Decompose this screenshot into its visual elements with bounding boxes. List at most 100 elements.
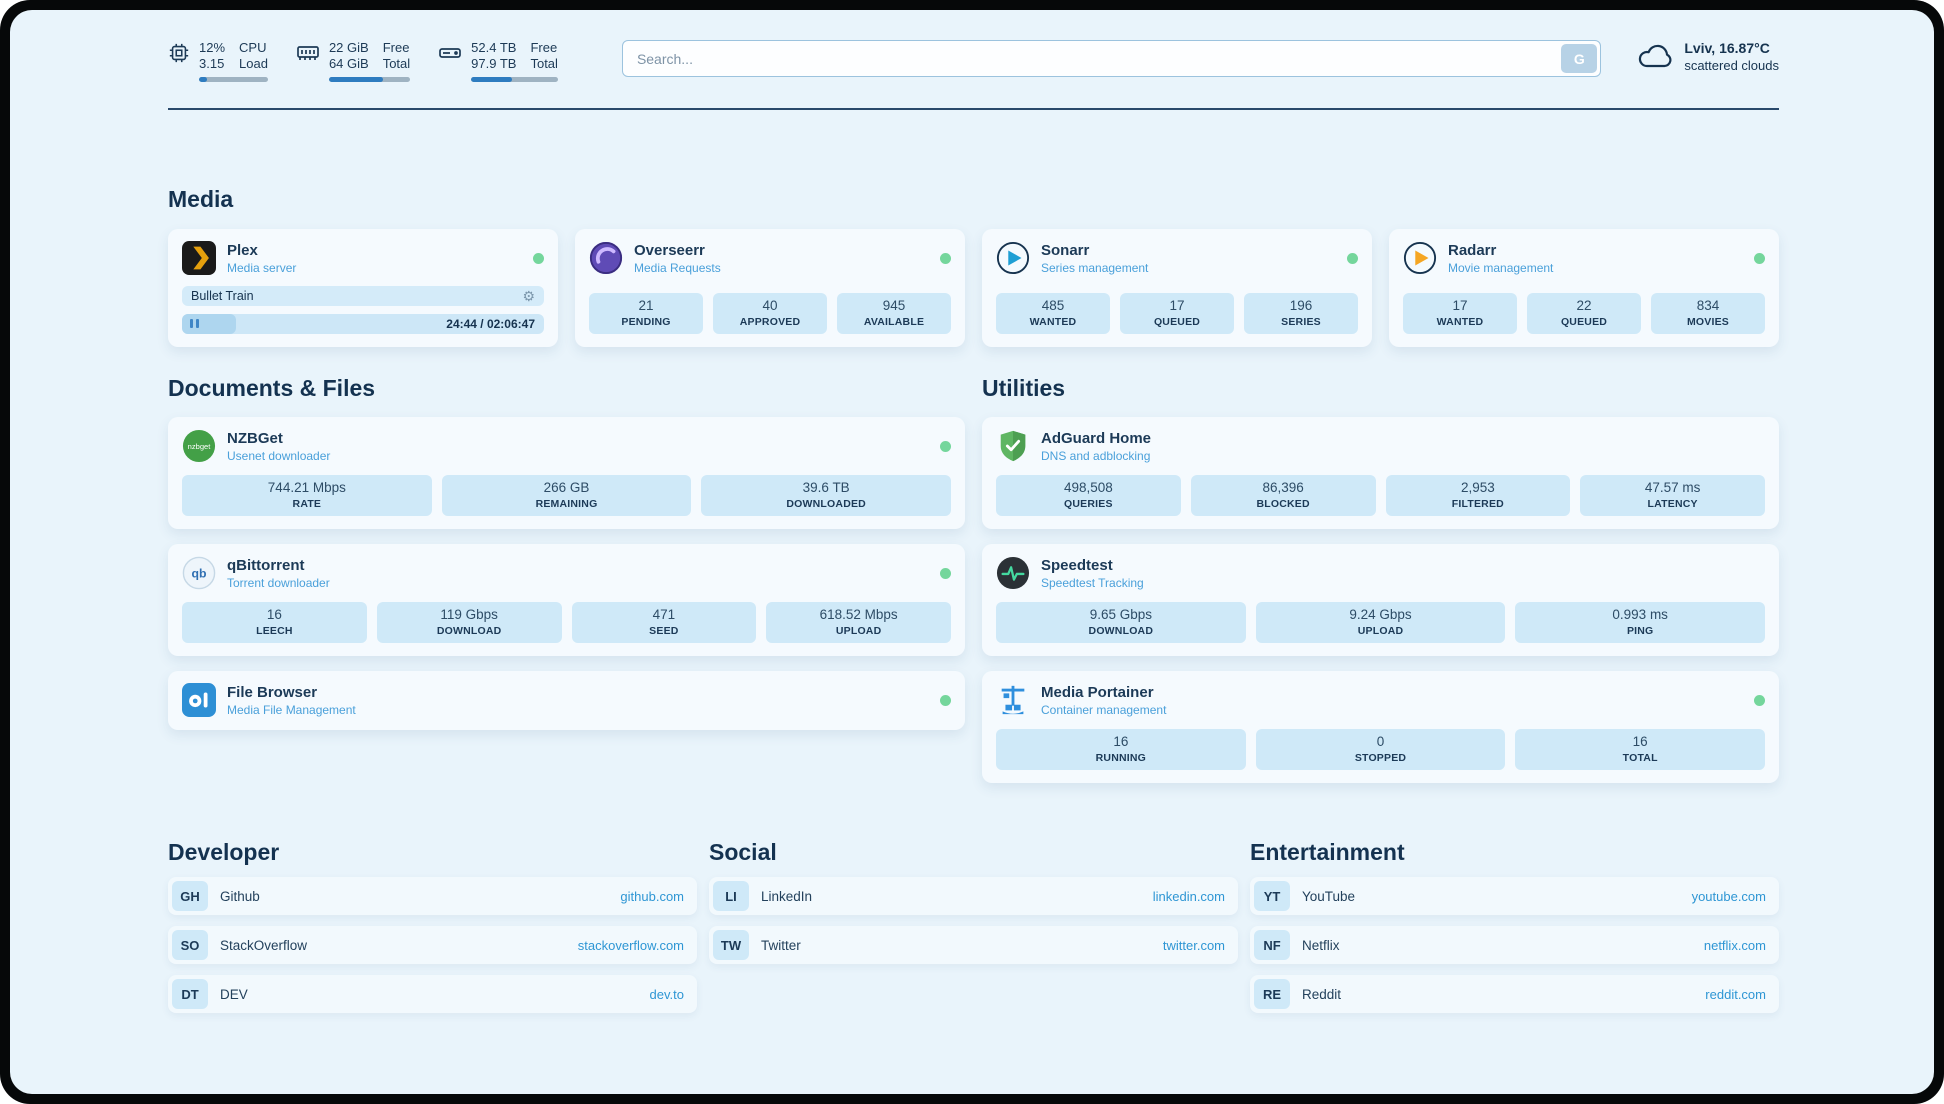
stat-leech: 16 LEECH: [182, 602, 367, 643]
radarr-icon: [1403, 241, 1437, 275]
card-titles: Media Portainer Container management: [1041, 684, 1166, 717]
card-subtitle: Media File Management: [227, 702, 356, 717]
card-subtitle: Media Requests: [634, 260, 721, 275]
ram-free-value: 22 GiB: [328, 40, 369, 55]
stat-approved: 40 APPROVED: [713, 293, 827, 334]
playback-progress-fill: [182, 314, 237, 334]
link-linkedin[interactable]: LI LinkedIn linkedin.com: [709, 877, 1238, 915]
stat-value: 39.6 TB: [802, 480, 850, 495]
app-card-nzbget[interactable]: nzbget NZBGet Usenet downloader 744.21 M…: [168, 417, 965, 529]
stat-label: DOWNLOAD: [436, 625, 502, 637]
search-engine-button[interactable]: G: [1561, 44, 1598, 73]
link-twitter[interactable]: TW Twitter twitter.com: [709, 926, 1238, 964]
settings-gear-icon[interactable]: ⚙: [522, 288, 535, 304]
entertainment-column: Entertainment YT YouTube youtube.com NF …: [1250, 839, 1779, 1013]
card-header: File Browser Media File Management: [182, 683, 951, 717]
section-title-documents: Documents & Files: [168, 375, 376, 401]
bookmarks-section: Developer GH Github github.com SO StackO…: [168, 839, 1779, 1043]
stat-value: 498,508: [1063, 480, 1113, 495]
card-header: qb qBittorrent Torrent downloader: [182, 556, 951, 590]
stat-label: APPROVED: [739, 316, 801, 328]
stat-download: 119 Gbps DOWNLOAD: [376, 602, 562, 643]
stat-row: 17 WANTED 22 QUEUED 834 MOVIES: [1403, 281, 1765, 334]
link-github[interactable]: GH Github github.com: [168, 877, 697, 915]
stat-value: 266 GB: [543, 480, 590, 495]
sonarr-icon: [996, 241, 1030, 275]
card-header: Speedtest Speedtest Tracking: [996, 556, 1765, 590]
stat-value: 86,396: [1262, 480, 1304, 495]
card-titles: Overseerr Media Requests: [634, 242, 721, 275]
link-name: StackOverflow: [220, 937, 308, 953]
stat-value: 22: [1576, 298, 1592, 313]
stat-value: 0.993 ms: [1612, 607, 1668, 622]
card-titles: Plex Media server: [227, 242, 296, 275]
weather-condition: scattered clouds: [1684, 58, 1779, 73]
nzbget-icon: nzbget: [182, 429, 216, 463]
stat-label: TOTAL: [1622, 752, 1658, 764]
cpu-readout: 12% CPU 3.15 Load: [199, 40, 268, 82]
stat-row: 16 RUNNING 0 STOPPED 16 TOTAL: [996, 729, 1766, 770]
card-header: Radarr Movie management: [1403, 241, 1765, 275]
card-title: Media Portainer: [1041, 683, 1154, 701]
link-reddit[interactable]: RE Reddit reddit.com: [1250, 975, 1779, 1013]
link-netflix[interactable]: NF Netflix netflix.com: [1250, 926, 1779, 964]
stat-queued: 17 QUEUED: [1120, 293, 1234, 334]
developer-column: Developer GH Github github.com SO StackO…: [168, 839, 697, 1013]
weather-text: Lviv, 16.87°C scattered clouds: [1684, 40, 1779, 73]
ram-label-top: Free: [382, 40, 410, 55]
stat-value: 16: [1113, 734, 1129, 749]
stat-label: UPLOAD: [1357, 625, 1404, 637]
stat-value: 17: [1169, 298, 1185, 313]
link-youtube[interactable]: YT YouTube youtube.com: [1250, 877, 1779, 915]
speedtest-icon: [996, 556, 1030, 590]
card-subtitle: Series management: [1041, 260, 1149, 275]
stat-value: 744.21 Mbps: [267, 480, 346, 495]
link-url: twitter.com: [1162, 937, 1225, 953]
adguard-icon: [996, 429, 1030, 463]
stat-row: 21 PENDING 40 APPROVED 945 AVAILABLE: [589, 281, 951, 334]
stat-label: SERIES: [1281, 316, 1321, 328]
stat-value: 0: [1376, 734, 1385, 749]
disk-usage-bar-fill: [471, 77, 512, 82]
link-url: netflix.com: [1703, 937, 1766, 953]
link-stackoverflow[interactable]: SO StackOverflow stackoverflow.com: [168, 926, 697, 964]
app-card-plex[interactable]: Plex Media server Bullet Train ⚙ 24:44 /…: [168, 229, 558, 347]
app-card-sonarr[interactable]: Sonarr Series management 485 WANTED 17 Q…: [982, 229, 1372, 347]
cpu-icon: [168, 40, 190, 82]
pause-icon[interactable]: [190, 315, 202, 333]
status-dot: [940, 252, 951, 264]
now-playing-row: Bullet Train ⚙: [182, 286, 544, 306]
card-titles: Radarr Movie management: [1448, 242, 1553, 275]
stat-label: PENDING: [621, 316, 671, 328]
app-card-adguard[interactable]: AdGuard Home DNS and adblocking 498,508 …: [982, 417, 1779, 529]
link-dev[interactable]: DT DEV dev.to: [168, 975, 697, 1013]
stat-label: QUEUED: [1153, 316, 1201, 328]
app-card-filebrowser[interactable]: File Browser Media File Management: [168, 671, 965, 730]
app-card-qbittorrent[interactable]: qb qBittorrent Torrent downloader 16 LEE…: [168, 544, 965, 656]
social-column: Social LI LinkedIn linkedin.com TW Twitt…: [709, 839, 1238, 1013]
stat-total: 16 TOTAL: [1515, 729, 1766, 770]
stat-value: 945: [882, 298, 906, 313]
stat-queued: 22 QUEUED: [1527, 293, 1641, 334]
media-cards-row: Plex Media server Bullet Train ⚙ 24:44 /…: [168, 229, 1779, 347]
card-subtitle: DNS and adblocking: [1041, 448, 1151, 463]
app-card-speedtest[interactable]: Speedtest Speedtest Tracking 9.65 Gbps D…: [982, 544, 1779, 656]
stat-label: WANTED: [1029, 316, 1077, 328]
cpu-monitor: 12% CPU 3.15 Load: [168, 40, 268, 82]
link-name: Reddit: [1302, 986, 1342, 1002]
link-url: youtube.com: [1691, 888, 1766, 904]
playback-progress-bar[interactable]: 24:44 / 02:06:47: [182, 314, 544, 334]
link-badge: RE: [1254, 979, 1290, 1009]
disk-monitor: 52.4 TB Free 97.9 TB Total: [438, 40, 558, 82]
link-name: Twitter: [761, 937, 801, 953]
app-card-radarr[interactable]: Radarr Movie management 17 WANTED 22 QUE…: [1389, 229, 1779, 347]
stat-label: AVAILABLE: [863, 316, 925, 328]
stat-series: 196 SERIES: [1244, 293, 1358, 334]
search-input[interactable]: [621, 40, 1602, 77]
ram-readout: 22 GiB Free 64 GiB Total: [328, 40, 411, 82]
app-card-overseerr[interactable]: Overseerr Media Requests 21 PENDING 40 A…: [575, 229, 965, 347]
portainer-icon: [996, 683, 1030, 717]
link-url: linkedin.com: [1152, 888, 1225, 904]
stat-label: PING: [1626, 625, 1654, 637]
app-card-portainer[interactable]: Media Portainer Container management 16 …: [982, 671, 1779, 783]
